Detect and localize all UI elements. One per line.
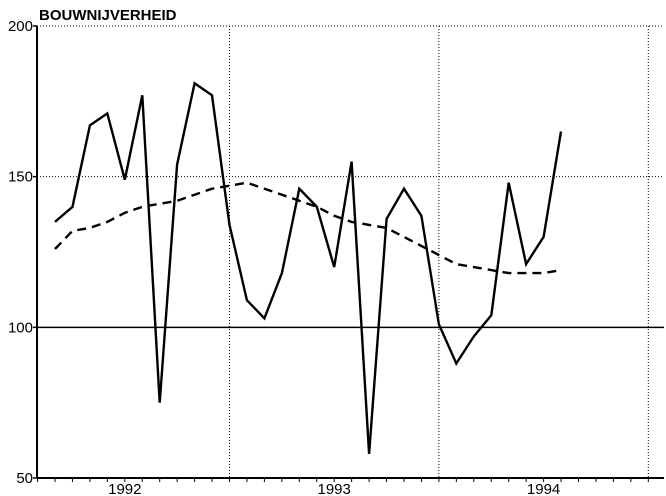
series-lines — [54, 81, 563, 454]
chart-title: BOUWNIJVERHEID — [39, 7, 177, 24]
x-axis-ticks: 1992 1993 1994 — [37, 478, 649, 496]
x-tick-label: 1992 — [108, 481, 141, 496]
y-tick-label: 100 — [8, 319, 33, 336]
y-tick-label: 50 — [16, 470, 33, 487]
y-tick-label: 150 — [8, 169, 33, 186]
series-line-solid — [54, 81, 563, 454]
grid — [37, 25, 664, 478]
x-tick-label: 1994 — [527, 481, 560, 496]
axes — [36, 26, 664, 479]
y-tick-label: 200 — [8, 18, 33, 35]
y-axis-ticks: 50 100 150 200 — [8, 18, 37, 487]
trend-line-dashed — [54, 181, 562, 275]
x-tick-label: 1993 — [318, 481, 351, 496]
